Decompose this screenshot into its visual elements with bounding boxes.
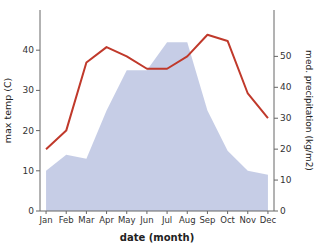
y2-tick	[274, 149, 278, 150]
x-tick	[86, 211, 87, 214]
y2-tick	[274, 211, 278, 212]
x-tick	[106, 211, 107, 214]
x-tick-label: Jun	[139, 215, 153, 225]
y-tick	[36, 90, 40, 91]
x-axis-line	[40, 211, 274, 212]
y2-tick-label: 40	[280, 82, 292, 92]
x-tick-label: Feb	[59, 215, 74, 225]
y-axis-label: max temp (C)	[2, 78, 13, 144]
temp-area	[46, 42, 268, 211]
precip-line	[46, 35, 268, 149]
chart: 0 10 20 30 40 0 10 20 30 40 50 Jan Feb Mar Apr MayJun Ju…	[0, 0, 318, 247]
x-tick	[167, 211, 168, 214]
y-tick	[36, 130, 40, 131]
y2-tick-label: 0	[280, 206, 286, 216]
y2-tick	[274, 87, 278, 88]
x-tick	[247, 211, 248, 214]
x-tick	[187, 211, 188, 214]
x-tick-label: Nov	[239, 215, 256, 225]
y-axis-line	[40, 10, 41, 211]
x-tick-label: Aug	[179, 215, 196, 225]
y-tick-label: 10	[23, 166, 35, 176]
y-tick-label: 0	[28, 206, 34, 216]
x-tick-label: Sep	[199, 215, 215, 225]
y2-tick-label: 50	[280, 51, 292, 61]
x-tick	[227, 211, 228, 214]
y2-axis-label: med. precipitation (kg/m2)	[304, 50, 314, 171]
y2-axis-line	[274, 10, 275, 211]
x-tick	[46, 211, 47, 214]
x-tick	[207, 211, 208, 214]
plot-area	[46, 35, 268, 211]
x-axis-label: date (month)	[120, 232, 194, 243]
y-tick-label: 40	[23, 45, 35, 55]
x-tick-label: Jul	[161, 215, 172, 225]
x-tick-label: Dec	[260, 215, 277, 225]
y2-tick	[274, 56, 278, 57]
y-tick	[36, 50, 40, 51]
y-tick	[36, 170, 40, 171]
y2-tick-label: 10	[280, 175, 292, 185]
x-tick	[66, 211, 67, 214]
x-tick-label: Jan	[38, 215, 52, 225]
x-tick	[126, 211, 127, 214]
x-tick-label: Apr	[99, 215, 114, 225]
x-tick-label: May	[118, 215, 136, 225]
y2-tick	[274, 180, 278, 181]
y2-tick-label: 20	[280, 144, 292, 154]
y2-tick-label: 30	[280, 113, 292, 123]
y-tick-label: 30	[23, 85, 35, 95]
y-tick	[36, 211, 40, 212]
x-tick	[267, 211, 268, 214]
x-tick-label: Oct	[220, 215, 235, 225]
y2-tick	[274, 118, 278, 119]
x-tick-label: Mar	[78, 215, 95, 225]
x-tick	[146, 211, 147, 214]
y-tick-label: 20	[23, 126, 35, 136]
